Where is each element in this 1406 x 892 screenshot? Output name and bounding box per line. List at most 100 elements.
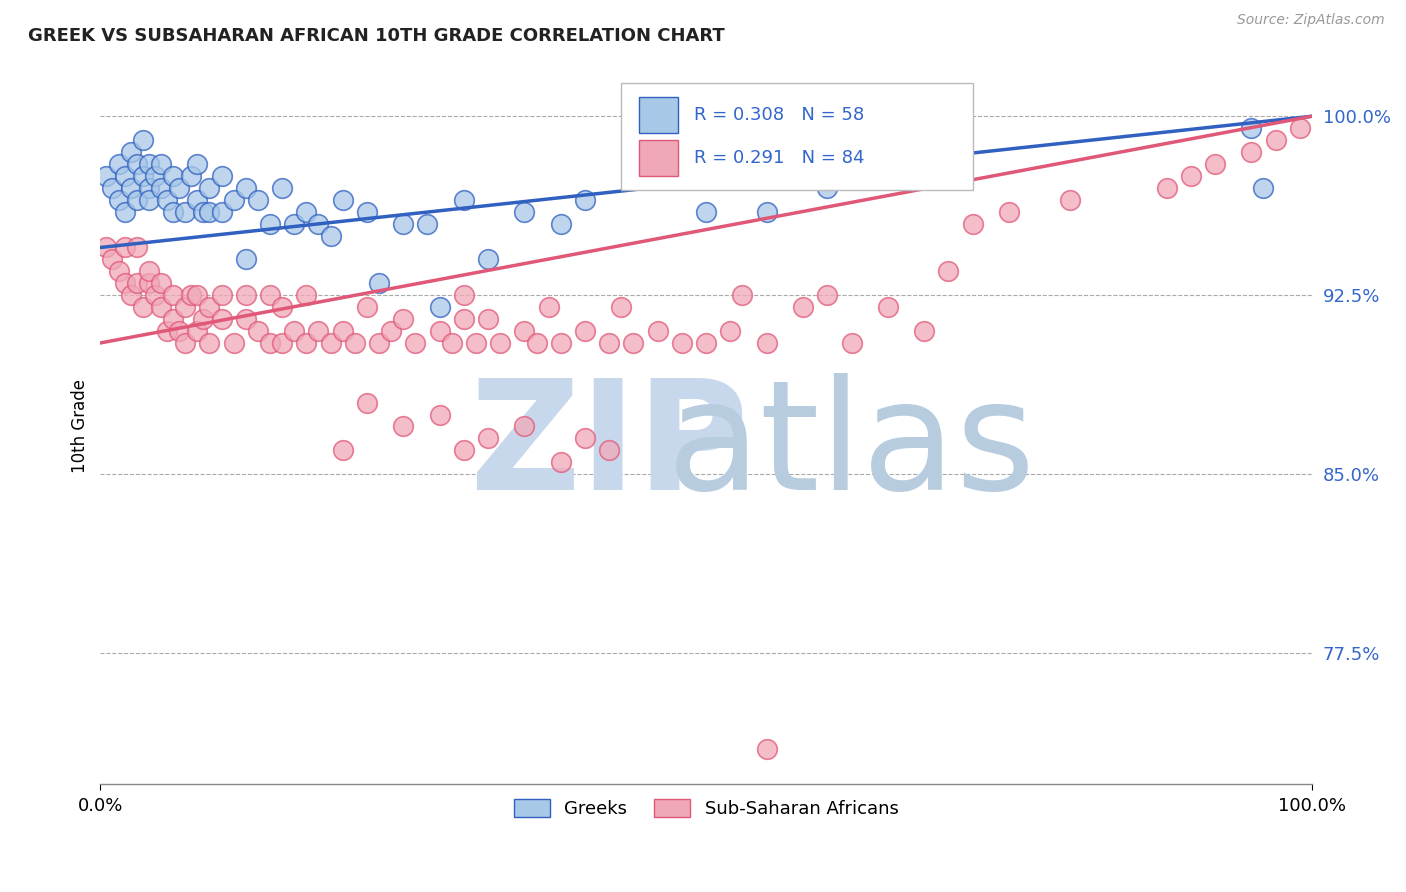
Point bbox=[731, 288, 754, 302]
Point bbox=[174, 204, 197, 219]
Point bbox=[120, 145, 142, 159]
Point bbox=[356, 300, 378, 314]
Point bbox=[211, 204, 233, 219]
Point bbox=[792, 300, 814, 314]
Point bbox=[1059, 193, 1081, 207]
Point bbox=[186, 193, 208, 207]
Point bbox=[193, 312, 215, 326]
Point bbox=[143, 288, 166, 302]
Point bbox=[149, 157, 172, 171]
Point bbox=[537, 300, 560, 314]
Point bbox=[271, 300, 294, 314]
Point bbox=[368, 277, 391, 291]
Point bbox=[246, 193, 269, 207]
Point bbox=[574, 324, 596, 338]
Bar bbox=[640, 140, 678, 176]
Point bbox=[235, 181, 257, 195]
Point bbox=[718, 324, 741, 338]
Point bbox=[162, 288, 184, 302]
Text: Source: ZipAtlas.com: Source: ZipAtlas.com bbox=[1237, 13, 1385, 28]
Point bbox=[841, 335, 863, 350]
Point bbox=[392, 419, 415, 434]
Point bbox=[149, 277, 172, 291]
Point bbox=[513, 324, 536, 338]
Text: ZIP: ZIP bbox=[470, 374, 749, 523]
Point bbox=[1204, 157, 1226, 171]
Point bbox=[259, 335, 281, 350]
Point bbox=[198, 335, 221, 350]
Point bbox=[477, 431, 499, 445]
Point bbox=[198, 181, 221, 195]
Point bbox=[162, 312, 184, 326]
Point bbox=[180, 288, 202, 302]
Point bbox=[1288, 121, 1310, 136]
Point bbox=[198, 300, 221, 314]
Point bbox=[464, 335, 486, 350]
Point bbox=[295, 288, 318, 302]
Point bbox=[453, 443, 475, 458]
Text: atlas: atlas bbox=[666, 374, 1036, 523]
Point bbox=[162, 169, 184, 183]
Point bbox=[259, 288, 281, 302]
Point bbox=[307, 217, 329, 231]
FancyBboxPatch shape bbox=[621, 83, 973, 190]
Point bbox=[998, 204, 1021, 219]
Point bbox=[1156, 181, 1178, 195]
Point bbox=[416, 217, 439, 231]
Point bbox=[186, 324, 208, 338]
Point bbox=[101, 252, 124, 267]
Point bbox=[550, 335, 572, 350]
Point bbox=[120, 288, 142, 302]
Point bbox=[271, 181, 294, 195]
Point bbox=[453, 193, 475, 207]
Point bbox=[938, 264, 960, 278]
Point bbox=[876, 157, 898, 171]
Point bbox=[598, 335, 620, 350]
Point bbox=[283, 324, 305, 338]
Point bbox=[440, 335, 463, 350]
Point bbox=[174, 300, 197, 314]
Point bbox=[114, 169, 136, 183]
Point bbox=[125, 240, 148, 254]
Point bbox=[235, 288, 257, 302]
Point bbox=[259, 217, 281, 231]
Point bbox=[198, 204, 221, 219]
Point bbox=[138, 157, 160, 171]
Point bbox=[647, 324, 669, 338]
Point bbox=[125, 157, 148, 171]
Point bbox=[125, 277, 148, 291]
Point bbox=[429, 324, 451, 338]
Point bbox=[132, 133, 155, 147]
Point bbox=[392, 217, 415, 231]
Point bbox=[132, 169, 155, 183]
Point bbox=[550, 217, 572, 231]
Point bbox=[307, 324, 329, 338]
Point bbox=[149, 300, 172, 314]
Point bbox=[295, 335, 318, 350]
Point bbox=[695, 335, 717, 350]
Point bbox=[574, 431, 596, 445]
Point bbox=[1264, 133, 1286, 147]
Legend: Greeks, Sub-Saharan Africans: Greeks, Sub-Saharan Africans bbox=[506, 792, 905, 825]
Point bbox=[319, 335, 342, 350]
Point bbox=[101, 181, 124, 195]
Y-axis label: 10th Grade: 10th Grade bbox=[72, 379, 89, 474]
Text: R = 0.308   N = 58: R = 0.308 N = 58 bbox=[695, 106, 865, 124]
Point bbox=[283, 217, 305, 231]
Point bbox=[96, 169, 118, 183]
Point bbox=[332, 443, 354, 458]
Point bbox=[114, 204, 136, 219]
Point bbox=[598, 443, 620, 458]
Point bbox=[125, 193, 148, 207]
Point bbox=[107, 193, 129, 207]
Point bbox=[319, 228, 342, 243]
Point bbox=[477, 312, 499, 326]
Point bbox=[138, 181, 160, 195]
Point bbox=[380, 324, 402, 338]
Point bbox=[235, 312, 257, 326]
Point bbox=[513, 419, 536, 434]
Point bbox=[143, 169, 166, 183]
Point bbox=[332, 193, 354, 207]
Point bbox=[222, 193, 245, 207]
Point bbox=[815, 181, 838, 195]
